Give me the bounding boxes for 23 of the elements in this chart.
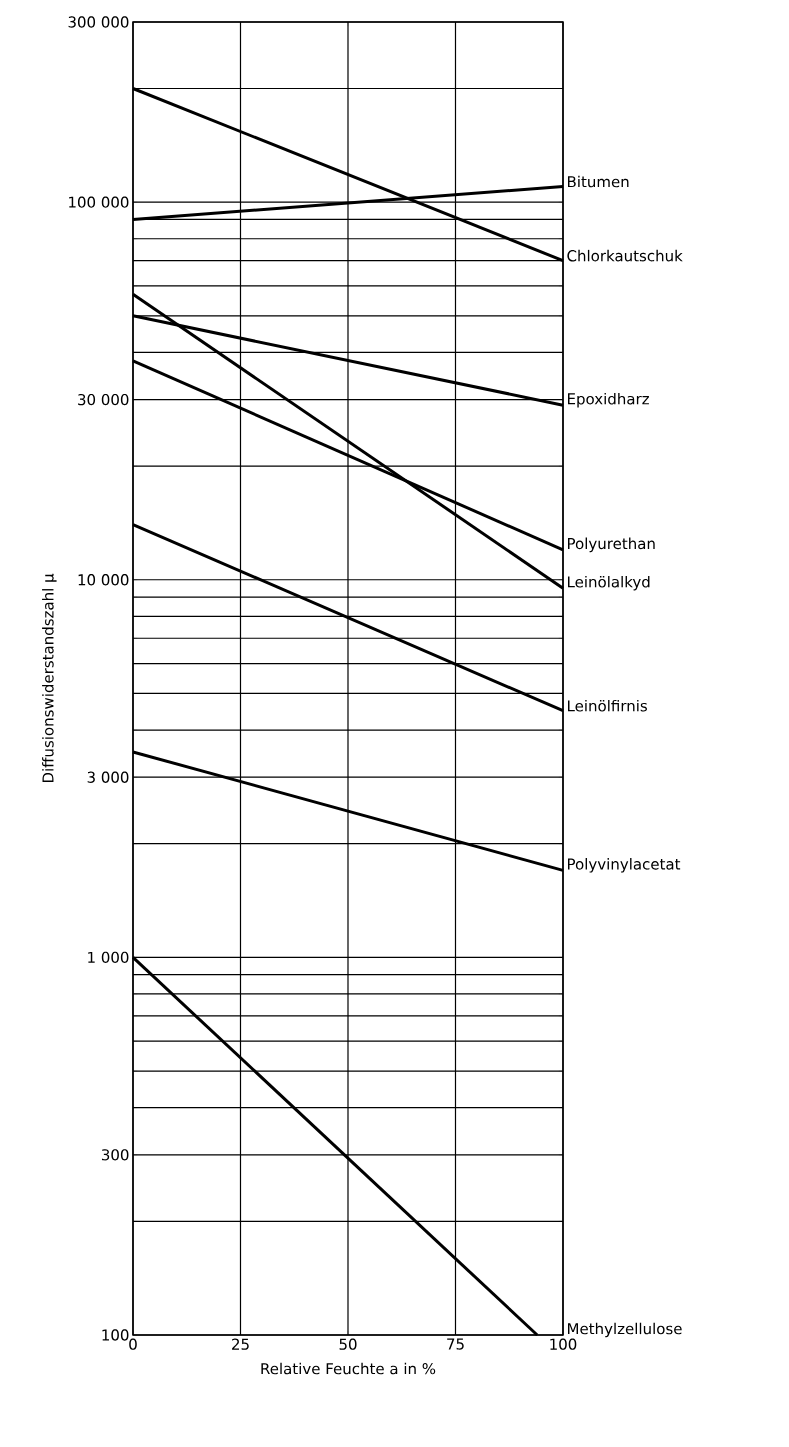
legend-label: Chlorkautschuk xyxy=(567,249,683,262)
y-tick-label: 30 000 xyxy=(78,393,129,406)
x-tick-label: 50 xyxy=(339,1338,357,1350)
legend-label: Methylzellulose xyxy=(568,1322,682,1338)
x-tick-label: 100 xyxy=(550,1338,577,1350)
y-tick-label: 10 000 xyxy=(78,574,129,586)
series-label: Polyvinylacetat xyxy=(568,858,681,873)
series-label: Polyurethan xyxy=(568,537,655,553)
y-tick-label: 100 000 xyxy=(69,196,129,208)
x-axis-title: Relative Feuchte a in % xyxy=(261,1362,436,1375)
series-label: Bitumen xyxy=(568,175,629,188)
y-tick-label: 1 000 xyxy=(88,951,129,964)
x-tick-label: 25 xyxy=(232,1338,249,1350)
y-tick-label: 300 000 xyxy=(68,16,129,28)
y-axis-title: Diffusionswiderstandszahl μ xyxy=(42,573,57,783)
legend-label: Epoxidharz xyxy=(568,392,649,408)
y-tick-label: 3 000 xyxy=(87,771,129,783)
legend-label: Leinölalkyd xyxy=(568,575,650,591)
series-label: Leinölfirnis xyxy=(568,699,647,712)
y-tick-label: 100 xyxy=(102,1329,129,1341)
y-tick-label: 300 xyxy=(101,1149,129,1161)
x-tick-label: 0 xyxy=(129,1338,137,1350)
x-tick-label: 75 xyxy=(447,1338,464,1350)
